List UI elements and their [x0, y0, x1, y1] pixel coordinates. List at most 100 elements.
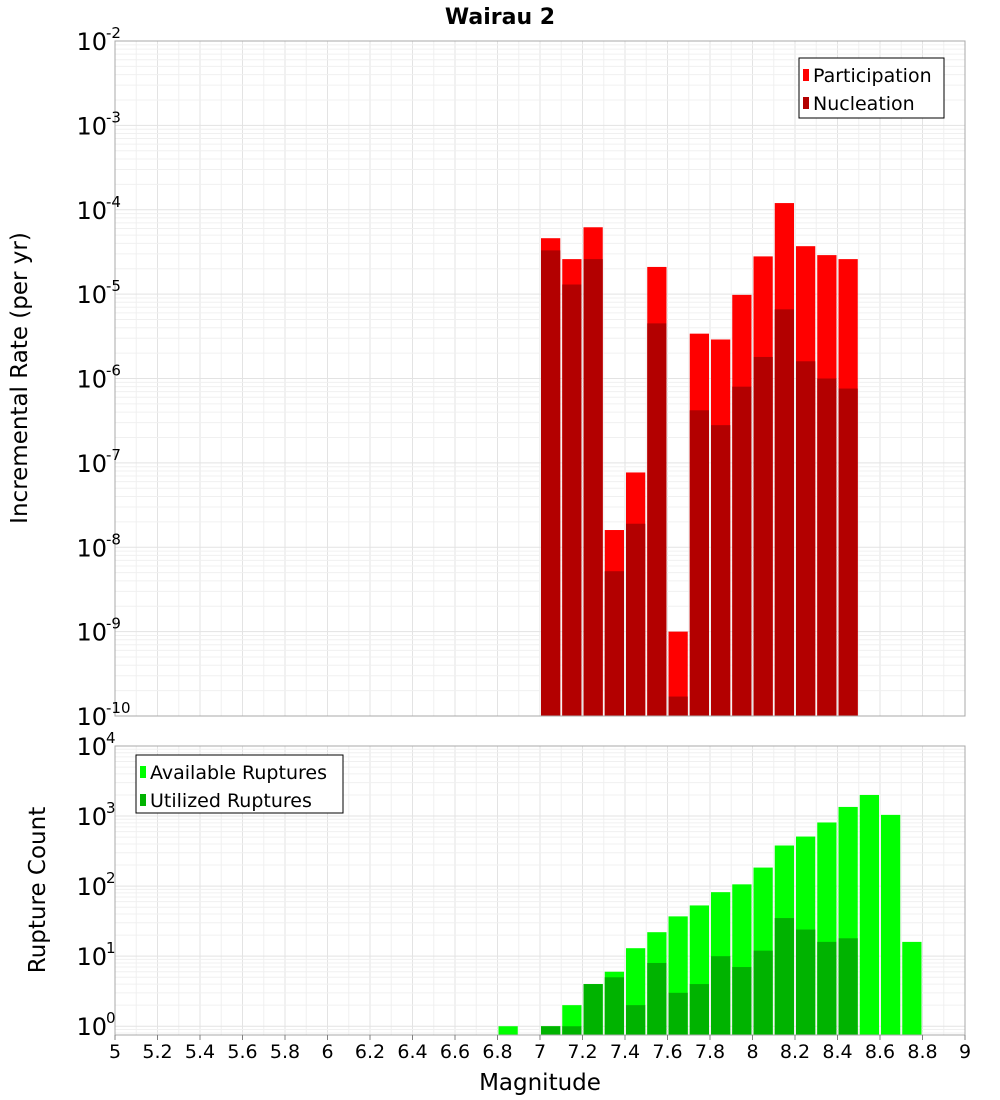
- bar-utilized-ruptures: [668, 992, 688, 1035]
- x-tick-label: 6: [321, 1041, 333, 1063]
- top-y-tick-label: 10 -8: [76, 530, 121, 562]
- top-y-tick-label: 10 -9: [76, 615, 121, 647]
- x-tick-label: 9: [959, 1041, 971, 1063]
- legend-box: [135, 754, 344, 814]
- legend-label: Utilized Ruptures: [150, 790, 312, 812]
- x-tick-label: 8.2: [780, 1041, 810, 1063]
- x-tick-label: 6.8: [482, 1041, 512, 1063]
- bottom-y-axis-label: Rupture Count: [25, 807, 51, 973]
- top-y-axis-label: Incremental Rate (per yr): [7, 232, 33, 524]
- bar-utilized-ruptures: [838, 938, 858, 1035]
- y-tick-base: 10: [76, 197, 107, 225]
- x-tick-label: 5.4: [185, 1041, 215, 1063]
- top-y-tick-label: 10 -2: [76, 24, 121, 56]
- y-tick-base: 10: [76, 28, 107, 56]
- x-tick-label: 7.6: [652, 1041, 682, 1063]
- bottom-y-tick-label: 10 1: [76, 939, 115, 971]
- y-tick-base: 10: [76, 281, 107, 309]
- top-y-tick-label: 10 -6: [76, 362, 121, 394]
- legend-swatch: [140, 766, 146, 778]
- y-tick-base: 10: [76, 366, 107, 394]
- x-tick-label: 8.4: [822, 1041, 852, 1063]
- bar-available-ruptures: [902, 941, 922, 1035]
- bar-utilized-ruptures: [626, 1005, 646, 1035]
- bottom-y-tick-label: 10 4: [76, 729, 115, 761]
- x-tick-label: 8: [746, 1041, 758, 1063]
- y-tick-base: 10: [76, 803, 107, 831]
- bar-utilized-ruptures: [689, 984, 709, 1035]
- y-tick-exponent: -10: [106, 699, 131, 717]
- y-tick-base: 10: [76, 943, 107, 971]
- x-tick-label: 6.4: [397, 1041, 427, 1063]
- bar-utilized-ruptures: [647, 962, 667, 1035]
- bar-nucleation: [817, 378, 837, 716]
- y-tick-base: 10: [76, 703, 107, 731]
- y-tick-exponent: -6: [106, 362, 121, 380]
- bar-nucleation: [838, 388, 858, 716]
- y-tick-exponent: 1: [106, 939, 116, 957]
- chart-title: Wairau 2: [445, 5, 555, 30]
- x-tick-label: 6.2: [355, 1041, 385, 1063]
- top-y-tick-label: 10 -5: [76, 277, 121, 309]
- top-y-tick-label: 10 -10: [76, 699, 130, 731]
- bar-nucleation: [689, 410, 709, 716]
- x-tick-label: 6.6: [440, 1041, 470, 1063]
- bar-nucleation: [647, 323, 667, 716]
- x-tick-label: 5: [109, 1041, 121, 1063]
- bar-utilized-ruptures: [541, 1026, 561, 1035]
- bar-utilized-ruptures: [711, 956, 731, 1035]
- y-tick-base: 10: [76, 1013, 107, 1041]
- bar-nucleation: [626, 523, 646, 716]
- bottom-y-tick-label: 10 3: [76, 799, 115, 831]
- bottom-y-tick-label: 10 2: [76, 869, 115, 901]
- bar-nucleation: [732, 386, 752, 716]
- top-y-tick-label: 10 -3: [76, 108, 121, 140]
- x-tick-label: 5.8: [270, 1041, 300, 1063]
- y-tick-exponent: 3: [106, 799, 116, 817]
- top-y-tick-label: 10 -4: [76, 193, 121, 225]
- bar-nucleation: [541, 250, 561, 717]
- bar-nucleation: [583, 259, 603, 716]
- y-tick-exponent: -7: [106, 446, 121, 464]
- bar-nucleation: [774, 309, 794, 716]
- y-tick-exponent: -9: [106, 615, 121, 633]
- legend-label: Available Ruptures: [150, 762, 327, 784]
- y-tick-base: 10: [76, 534, 107, 562]
- bar-participation: [668, 631, 688, 716]
- x-tick-label: 5.2: [142, 1041, 172, 1063]
- bar-nucleation: [711, 425, 731, 716]
- top-y-tick-label: 10 -7: [76, 446, 121, 478]
- y-tick-base: 10: [76, 733, 107, 761]
- y-tick-base: 10: [76, 112, 107, 140]
- y-tick-base: 10: [76, 619, 107, 647]
- bar-utilized-ruptures: [732, 967, 752, 1035]
- y-tick-exponent: -3: [106, 108, 121, 126]
- bar-available-ruptures: [859, 794, 879, 1035]
- bar-nucleation: [562, 284, 582, 716]
- y-tick-base: 10: [76, 873, 107, 901]
- bottom-y-tick-label: 10 0: [76, 1009, 115, 1041]
- bar-utilized-ruptures: [753, 950, 773, 1035]
- bar-utilized-ruptures: [817, 941, 837, 1035]
- y-tick-exponent: 0: [106, 1009, 116, 1027]
- x-tick-label: 7.8: [695, 1041, 725, 1063]
- x-tick-label: 5.6: [227, 1041, 257, 1063]
- bar-utilized-ruptures: [583, 984, 603, 1035]
- bar-nucleation: [753, 356, 773, 716]
- legend-swatch: [803, 69, 809, 81]
- y-tick-exponent: 4: [106, 729, 116, 747]
- x-tick-label: 7.2: [567, 1041, 597, 1063]
- bar-utilized-ruptures: [774, 918, 794, 1035]
- top-panel: 10-210-310-410-510-610-710-810-910 -10Par…: [76, 24, 966, 731]
- y-tick-base: 10: [76, 450, 107, 478]
- y-tick-exponent: -2: [106, 24, 121, 42]
- x-tick-label: 8.8: [907, 1041, 937, 1063]
- bar-nucleation: [796, 361, 816, 716]
- bar-available-ruptures: [498, 1026, 518, 1035]
- legend-label: Nucleation: [813, 93, 915, 115]
- legend-box: [798, 57, 945, 119]
- bar-utilized-ruptures: [604, 977, 624, 1035]
- legend-swatch: [140, 794, 146, 806]
